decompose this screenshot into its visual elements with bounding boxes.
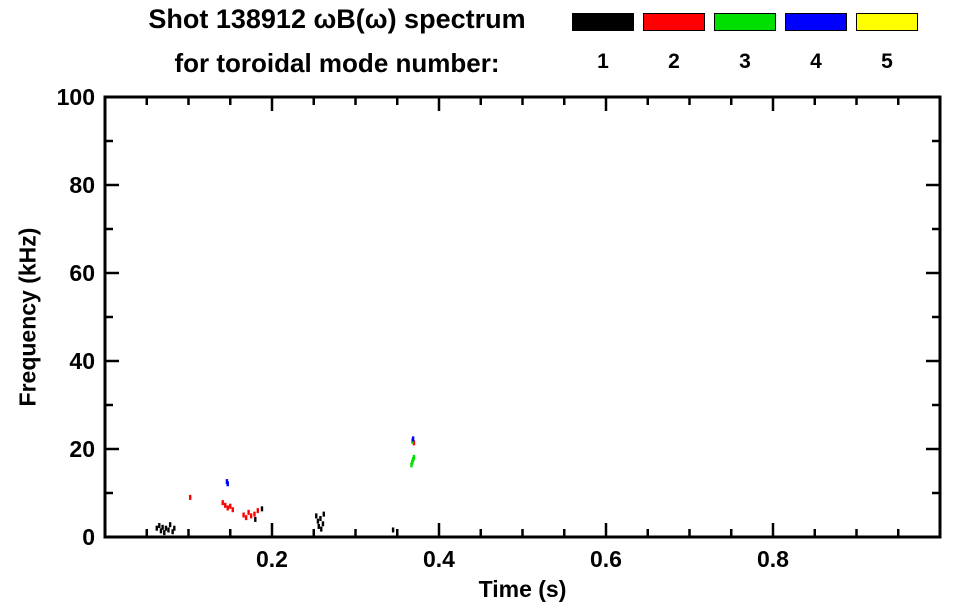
plot-title-line2: for toroidal mode number: xyxy=(174,48,500,78)
data-point-mode-1 xyxy=(320,526,323,532)
data-point-mode-3 xyxy=(411,459,414,465)
data-point-mode-1 xyxy=(260,506,264,512)
data-point-mode-2 xyxy=(412,440,416,446)
data-point-mode-2 xyxy=(242,512,245,518)
data-point-mode-4 xyxy=(411,436,415,442)
data-point-mode-1 xyxy=(164,525,168,531)
data-point-mode-1 xyxy=(317,523,320,529)
data-point-mode-2 xyxy=(244,515,248,521)
y-axis-label: Frequency (kHz) xyxy=(14,227,41,407)
legend-entry-mode-1: 1 xyxy=(572,13,634,74)
data-point-mode-1 xyxy=(163,530,166,536)
plot-title-line1: Shot 138912 ωB(ω) spectrum xyxy=(148,4,526,34)
data-point-mode-2 xyxy=(229,503,232,509)
legend-swatch-mode-3 xyxy=(714,13,776,31)
legend-entry-mode-2: 2 xyxy=(643,13,705,74)
legend-swatch-mode-1 xyxy=(572,13,634,31)
y-tick-label: 40 xyxy=(69,348,95,374)
data-point-mode-1 xyxy=(316,518,320,524)
data-point-mode-2 xyxy=(221,500,224,506)
data-point-mode-2 xyxy=(256,508,260,514)
data-point-mode-1 xyxy=(391,527,395,533)
y-tick-label: 80 xyxy=(69,172,95,198)
y-tick-label: 0 xyxy=(82,524,95,550)
legend-swatch-mode-4 xyxy=(785,13,847,31)
data-point-mode-1 xyxy=(319,516,322,522)
data-point-mode-2 xyxy=(247,509,250,515)
legend-label-mode-4: 4 xyxy=(810,50,822,73)
data-point-mode-1 xyxy=(168,522,172,528)
data-point-mode-1 xyxy=(159,528,163,534)
legend-entry-mode-4: 4 xyxy=(785,13,847,74)
mode-legend: 1 2 3 4 5 xyxy=(572,13,918,74)
data-point-mode-1 xyxy=(321,521,325,527)
legend-label-mode-3: 3 xyxy=(739,50,751,73)
legend-label-mode-1: 1 xyxy=(597,50,609,73)
data-point-mode-1 xyxy=(155,525,158,531)
x-axis-label: Time (s) xyxy=(478,576,567,602)
x-tick-label: 0.8 xyxy=(757,546,789,572)
y-tick-label: 100 xyxy=(57,84,95,110)
data-point-mode-2 xyxy=(224,502,227,508)
data-point-mode-1 xyxy=(322,511,325,517)
data-point-mode-2 xyxy=(231,507,234,513)
legend-swatch-mode-5 xyxy=(856,13,918,31)
legend-label-mode-2: 2 xyxy=(668,50,680,73)
y-tick-label: 60 xyxy=(69,260,95,286)
data-point-mode-1 xyxy=(167,527,170,533)
x-tick-label: 0.4 xyxy=(423,546,455,572)
legend-label-mode-5: 5 xyxy=(881,50,893,73)
legend-swatch-mode-2 xyxy=(643,13,705,31)
data-point-mode-1 xyxy=(171,529,174,535)
data-point-mode-1 xyxy=(173,525,176,531)
x-tick-label: 0.2 xyxy=(256,546,288,572)
data-point-mode-1 xyxy=(161,524,164,530)
data-point-mode-3 xyxy=(410,462,413,468)
plot-frame xyxy=(103,95,942,539)
data-point-mode-2 xyxy=(253,511,256,517)
data-point-mode-2 xyxy=(249,513,253,519)
data-point-mode-2 xyxy=(188,494,192,500)
data-point-mode-1 xyxy=(315,513,318,519)
data-point-mode-1 xyxy=(158,523,161,529)
data-point-mode-2 xyxy=(226,505,229,511)
data-point-mode-3 xyxy=(412,454,416,460)
data-point-mode-1 xyxy=(254,516,257,522)
x-tick-label: 0.6 xyxy=(590,546,622,572)
legend-entry-mode-3: 3 xyxy=(714,13,776,74)
legend-entry-mode-5: 5 xyxy=(856,13,918,74)
y-tick-label: 20 xyxy=(69,436,95,462)
data-point-mode-4 xyxy=(226,481,229,487)
